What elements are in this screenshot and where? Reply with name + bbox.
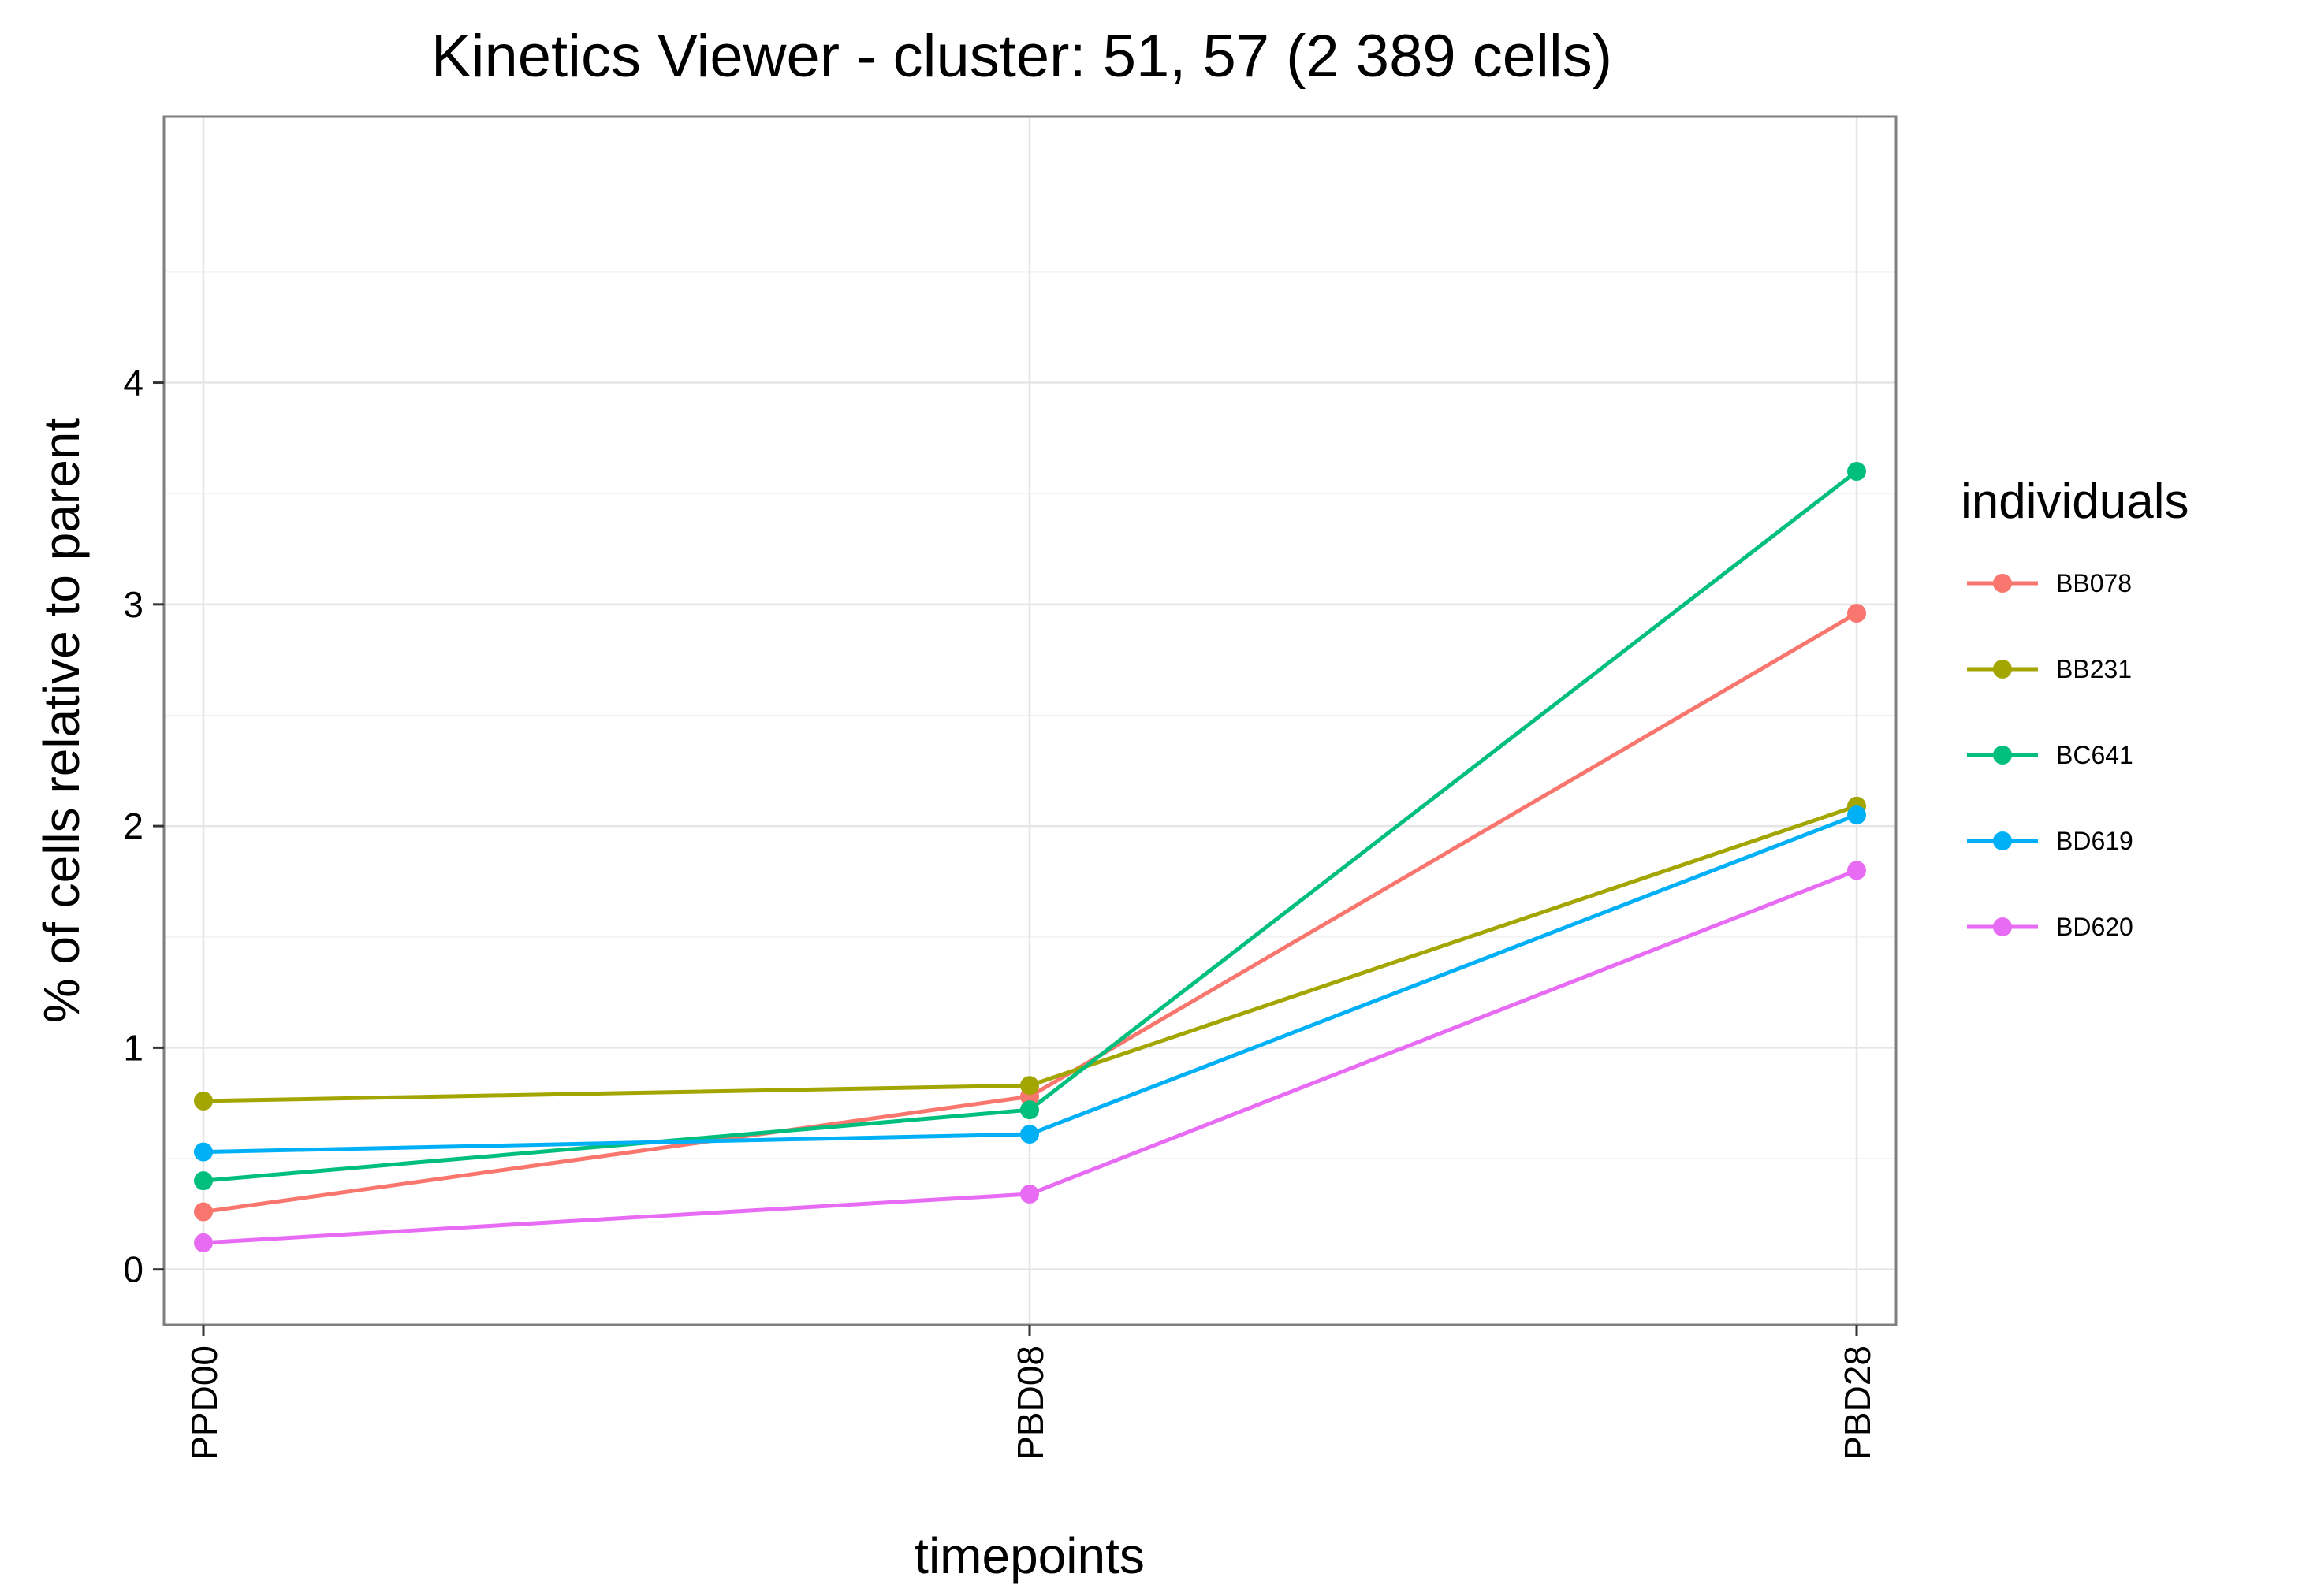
chart-title: Kinetics Viewer - cluster: 51, 57 (2 389… — [431, 23, 1612, 90]
legend-key-point — [1993, 660, 2012, 679]
data-point-bb078 — [194, 1202, 213, 1222]
legend-key-point — [1993, 831, 2012, 850]
legend-key-point — [1993, 746, 2012, 765]
y-tick-label: 3 — [123, 584, 143, 625]
data-point-bd619 — [1847, 805, 1866, 825]
data-point-bc641 — [1020, 1100, 1039, 1120]
legend-label: BB231 — [2056, 655, 2132, 683]
data-point-bb231 — [194, 1091, 213, 1111]
y-tick-label: 0 — [123, 1249, 143, 1290]
legend-key-point — [1993, 574, 2012, 593]
series-lines — [194, 462, 1866, 1252]
y-axis-title: % of cells relative to parent — [33, 418, 90, 1024]
legend-label: BC641 — [2056, 741, 2133, 769]
legend-key-point — [1993, 917, 2012, 936]
legend-label: BB078 — [2056, 569, 2132, 597]
data-point-bd620 — [1847, 861, 1866, 880]
x-tick-label: PBD28 — [1837, 1345, 1878, 1460]
legend-label: BD620 — [2056, 913, 2133, 941]
data-point-bd619 — [1020, 1125, 1039, 1144]
legend-item-bb078: BB078 — [1967, 569, 2132, 597]
axes: 0 1 2 3 4 PPD00 PBD08 PBD28 — [123, 363, 1878, 1460]
x-tick-label: PPD00 — [184, 1345, 225, 1460]
y-tick-label: 4 — [123, 363, 143, 404]
y-tick-label: 1 — [123, 1027, 143, 1068]
legend: BB078 BB231 BC641 BD619 BD620 — [1967, 569, 2133, 941]
legend-item-bb231: BB231 — [1967, 655, 2132, 683]
legend-item-bc641: BC641 — [1967, 741, 2133, 769]
legend-item-bd619: BD619 — [1967, 827, 2133, 855]
data-point-bc641 — [194, 1171, 213, 1191]
legend-title: individuals — [1961, 474, 2189, 529]
legend-label: BD619 — [2056, 827, 2133, 855]
data-point-bd620 — [1020, 1185, 1039, 1204]
legend-item-bd620: BD620 — [1967, 913, 2133, 941]
x-tick-label: PBD08 — [1010, 1345, 1051, 1460]
x-axis-title: timepoints — [915, 1527, 1145, 1584]
grid-lines — [164, 117, 1896, 1325]
data-point-bb078 — [1847, 604, 1866, 623]
y-tick-label: 2 — [123, 805, 143, 846]
data-point-bc641 — [1847, 462, 1866, 482]
data-point-bd620 — [194, 1233, 213, 1252]
data-point-bd619 — [194, 1142, 213, 1162]
data-point-bb231 — [1020, 1076, 1039, 1096]
